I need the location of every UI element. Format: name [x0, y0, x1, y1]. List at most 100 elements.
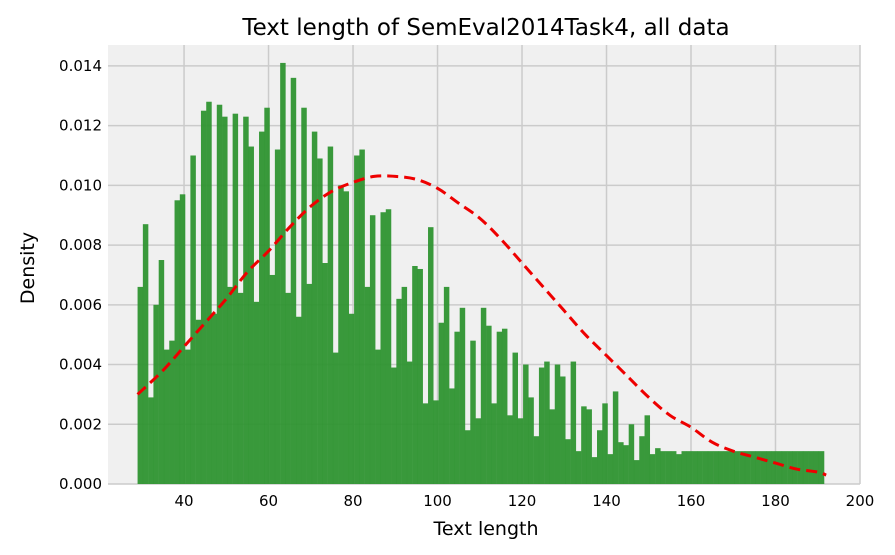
histogram-bar — [507, 415, 513, 484]
histogram-bar — [602, 403, 608, 484]
histogram-bar — [454, 331, 460, 484]
histogram-bar — [301, 107, 307, 484]
histogram-bar — [428, 227, 434, 484]
histogram-bar — [480, 307, 487, 484]
histogram-bar — [401, 286, 408, 484]
histogram-bar — [575, 451, 582, 484]
y-tick-label: 0.004 — [59, 356, 102, 374]
histogram-bar — [528, 397, 534, 484]
histogram-bar — [475, 418, 482, 484]
histogram-bar — [306, 283, 313, 484]
histogram-bar — [327, 146, 334, 484]
histogram-bar — [248, 146, 254, 484]
histogram-bar — [253, 301, 260, 484]
histogram-bar — [391, 367, 397, 484]
x-tick-label: 120 — [508, 492, 537, 510]
histogram-bar — [491, 403, 497, 484]
x-tick-labels: 40 60 80 100 120 140 160 180 200 — [174, 492, 874, 510]
x-tick-label: 60 — [259, 492, 278, 510]
histogram-bar — [364, 286, 371, 484]
x-tick-label: 80 — [343, 492, 362, 510]
histogram-bar — [259, 131, 265, 484]
histogram-bar — [623, 445, 629, 484]
histogram-bar — [781, 451, 788, 484]
histogram-bar — [702, 451, 709, 484]
y-tick-labels: 0.000 0.002 0.004 0.006 0.008 0.010 0.012 0.014 — [59, 57, 102, 493]
histogram-bar — [549, 409, 555, 484]
histogram-bar — [449, 388, 455, 484]
histogram-bar — [713, 451, 719, 484]
histogram-bar — [417, 268, 423, 484]
histogram-bar — [660, 451, 666, 484]
histogram-bar — [718, 451, 724, 484]
histogram-bar — [375, 349, 381, 484]
histogram-bar — [148, 397, 154, 484]
histogram-bar — [797, 451, 804, 484]
histogram-bar — [581, 406, 587, 484]
histogram-bars — [137, 62, 825, 485]
histogram-bar — [169, 340, 175, 484]
x-tick-label: 140 — [592, 492, 621, 510]
histogram-bar — [766, 451, 772, 484]
histogram-bar — [200, 110, 207, 484]
histogram-bar — [179, 194, 186, 484]
histogram-bar — [729, 451, 735, 484]
histogram-bar — [343, 191, 350, 485]
histogram-bar — [433, 400, 439, 484]
histogram-bar — [517, 418, 524, 484]
histogram-bar — [348, 313, 355, 484]
y-tick-label: 0.012 — [59, 117, 102, 135]
y-tick-label: 0.010 — [59, 176, 102, 194]
histogram-bar — [443, 286, 450, 484]
histogram-bar — [697, 451, 703, 484]
histogram-bar — [396, 298, 402, 484]
histogram-bar — [755, 451, 761, 484]
histogram-bar — [290, 77, 297, 484]
histogram-bar — [296, 316, 302, 484]
y-axis-label: Density — [17, 232, 39, 304]
histogram-bar — [618, 442, 624, 484]
y-tick-label: 0.002 — [59, 415, 102, 433]
density-curve — [136, 174, 827, 477]
histogram-bar — [385, 209, 392, 484]
x-tick-label: 160 — [677, 492, 706, 510]
histogram-bar — [628, 424, 635, 484]
histogram-bar — [633, 460, 640, 484]
histogram-bar — [227, 286, 233, 484]
histogram-bar — [570, 361, 577, 484]
histogram-bar — [776, 451, 783, 484]
histogram-bar — [744, 451, 751, 484]
histogram-bar — [591, 457, 598, 484]
histogram-bar — [655, 448, 661, 484]
histogram-bar — [237, 292, 244, 484]
histogram-bar — [533, 436, 540, 484]
x-tick-label: 40 — [174, 492, 193, 510]
histogram-bar — [554, 364, 561, 484]
histogram-bar — [174, 200, 181, 484]
histogram-bar — [338, 185, 344, 485]
histogram-bar — [317, 158, 323, 485]
histogram-bar — [311, 131, 318, 484]
histogram-bar — [607, 454, 614, 484]
histogram-bar — [670, 451, 677, 484]
histogram-bar — [496, 331, 503, 484]
histogram-bar — [216, 104, 223, 484]
histogram-bar — [486, 325, 492, 484]
y-tick-label: 0.000 — [59, 475, 102, 493]
x-tick-label: 100 — [423, 492, 452, 510]
histogram-bar — [813, 451, 820, 484]
histogram-bar — [464, 430, 471, 484]
histogram-bar — [438, 322, 445, 484]
histogram-bar — [211, 313, 217, 484]
histogram-bar — [459, 307, 466, 484]
histogram-bar — [158, 260, 165, 484]
histogram-bar — [185, 349, 191, 484]
histogram-bar — [723, 451, 730, 484]
histogram-bar — [470, 340, 476, 484]
x-tick-label: 180 — [761, 492, 790, 510]
histogram-bar — [560, 376, 566, 484]
histogram-bar — [649, 454, 656, 484]
histogram-bar — [153, 304, 159, 484]
histogram-bar — [243, 116, 249, 485]
